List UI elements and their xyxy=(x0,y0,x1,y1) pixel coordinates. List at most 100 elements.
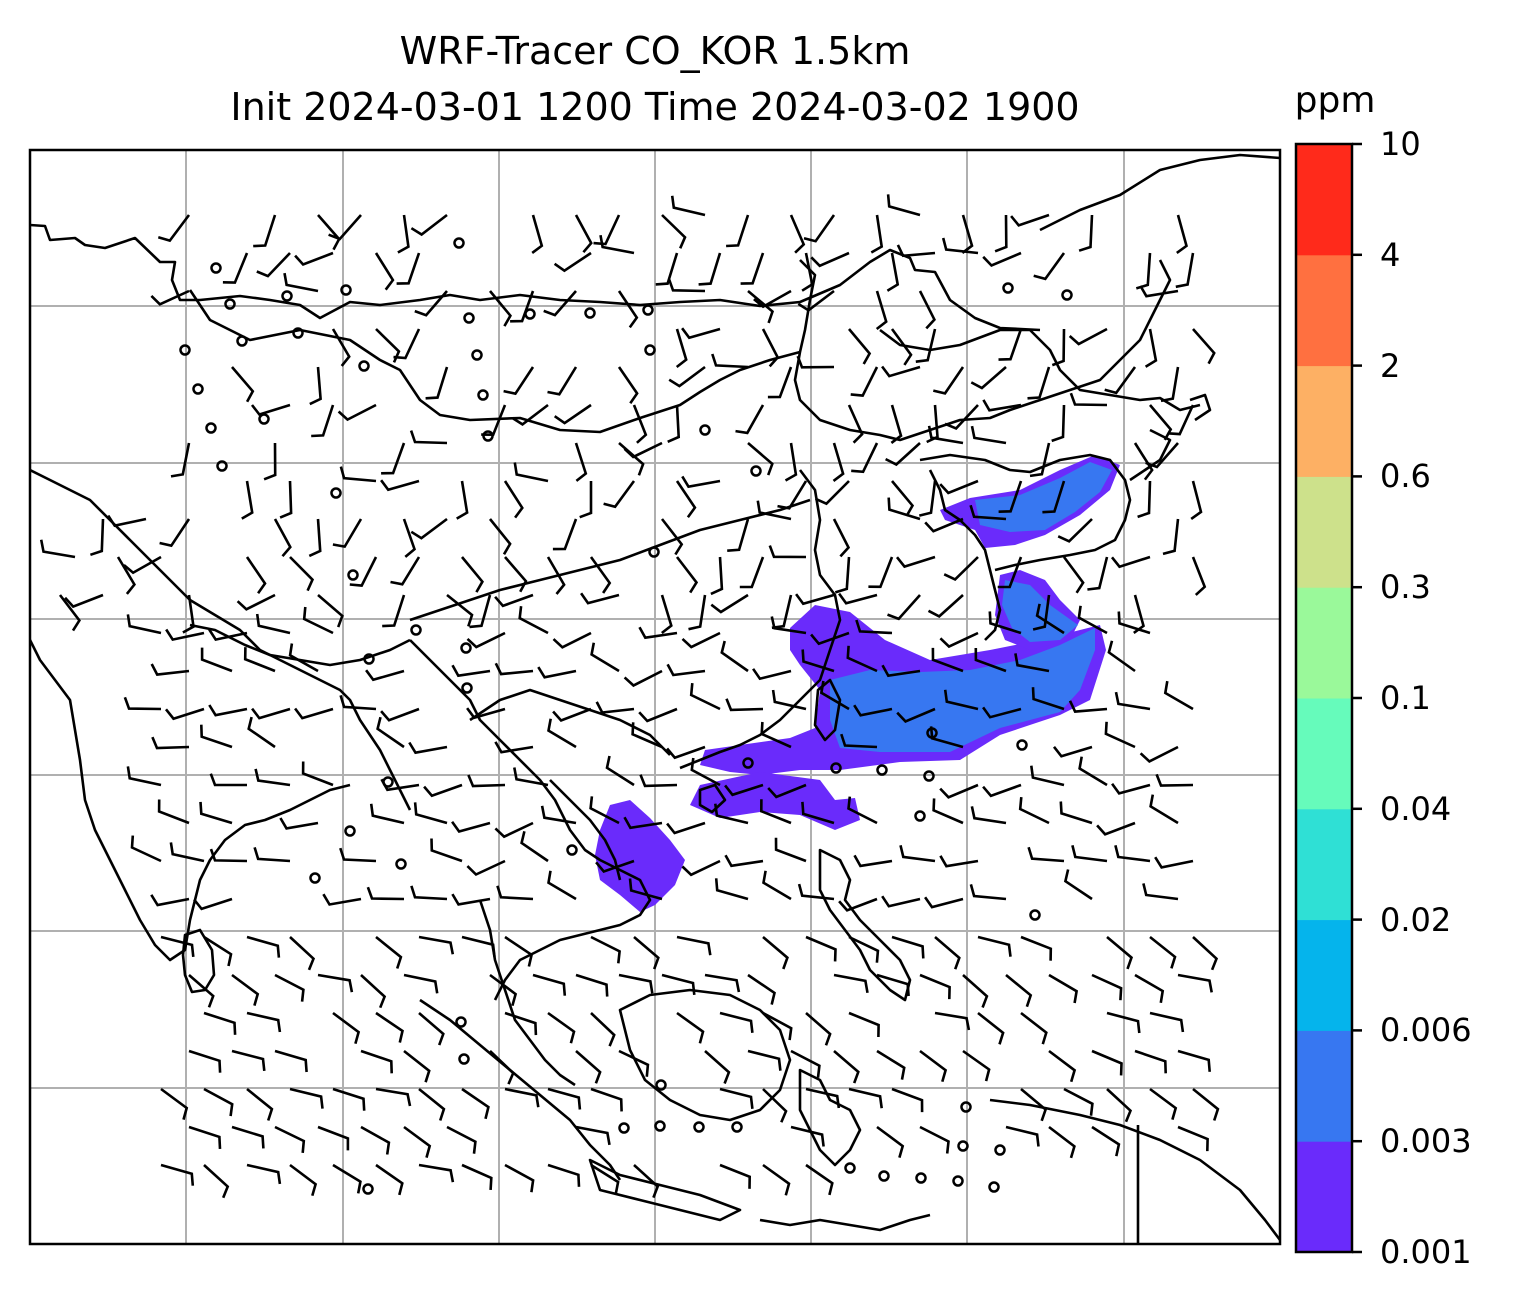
wind-barb xyxy=(1068,700,1108,713)
wind-barb xyxy=(1063,1087,1094,1116)
wind-barb xyxy=(623,669,663,688)
wind-barb xyxy=(762,1163,791,1196)
wind-barb xyxy=(150,894,190,907)
border-se-asia xyxy=(469,688,671,756)
wind-barb xyxy=(332,1011,361,1045)
wind-barb xyxy=(188,1125,222,1149)
map-title-line-2: Init 2024-03-01 1200 Time 2024-03-02 190… xyxy=(230,85,1080,129)
calm-wind-circle xyxy=(471,349,483,361)
wind-barb xyxy=(747,442,774,476)
wind-barb xyxy=(425,366,449,400)
wind-barb xyxy=(331,328,351,367)
wind-barb xyxy=(969,884,1007,901)
calm-wind-circle xyxy=(648,546,660,558)
wind-barb xyxy=(575,973,609,997)
wind-barb xyxy=(1018,796,1050,825)
calm-wind-circle xyxy=(463,312,475,324)
wind-barb xyxy=(1114,691,1151,711)
wind-barb xyxy=(461,1087,490,1120)
wind-barb xyxy=(639,774,678,788)
wind-barb xyxy=(203,935,233,967)
wind-barb xyxy=(160,935,195,958)
wind-barb xyxy=(552,518,578,551)
wind-barb xyxy=(241,480,254,520)
wind-barb xyxy=(231,1049,266,1072)
wind-barb xyxy=(932,366,965,395)
wind-barb xyxy=(719,1011,754,1033)
wind-barb xyxy=(160,1163,195,1186)
calm-wind-circle xyxy=(395,858,407,870)
wind-barb xyxy=(494,821,534,839)
map-panel xyxy=(28,148,1282,1246)
wind-barb xyxy=(970,806,1007,825)
wind-barb xyxy=(531,214,544,254)
wind-barb xyxy=(1134,1049,1167,1074)
calm-wind-circle xyxy=(281,290,293,302)
wind-barb xyxy=(676,935,712,956)
wind-barb xyxy=(714,878,749,901)
wind-barb xyxy=(595,701,635,714)
wind-barb xyxy=(308,518,322,558)
border-china-inland xyxy=(409,498,811,622)
calm-wind-circle xyxy=(876,764,888,776)
wind-barb xyxy=(456,480,469,520)
wind-barb xyxy=(714,803,749,825)
wind-barb xyxy=(1139,285,1179,298)
wind-barb xyxy=(819,680,850,711)
calm-wind-circle xyxy=(309,872,321,884)
wind-barb xyxy=(760,721,792,749)
colorbar-bin xyxy=(1296,144,1352,256)
wind-barb xyxy=(797,883,835,901)
wind-barb xyxy=(193,897,233,911)
wind-barb xyxy=(801,801,835,825)
wind-barb xyxy=(169,842,205,863)
wind-barb xyxy=(231,1125,265,1149)
wind-barb xyxy=(747,973,776,1005)
wind-barb xyxy=(1137,480,1152,519)
wind-barb xyxy=(1091,1049,1123,1076)
wind-barb xyxy=(747,1049,782,1071)
wind-barb xyxy=(1042,480,1066,514)
wind-barb xyxy=(666,745,706,760)
colorbar-tick-label: 0.3 xyxy=(1380,568,1431,607)
wind-barb xyxy=(402,518,417,558)
wind-barb xyxy=(623,816,663,830)
border-laos-vietnam xyxy=(549,779,622,881)
coastline-java xyxy=(588,1158,742,1222)
calm-wind-circle xyxy=(347,569,359,581)
wind-barb xyxy=(289,1087,324,1109)
wind-barb xyxy=(451,664,491,678)
calm-wind-circle xyxy=(1029,909,1041,921)
wind-barb xyxy=(805,935,837,962)
wind-barb xyxy=(762,870,792,901)
wind-barb xyxy=(150,663,190,676)
wind-barb xyxy=(876,1125,905,1158)
tracer-plume-blue xyxy=(1002,580,1078,642)
wind-barb xyxy=(998,480,1023,513)
wind-barb xyxy=(881,365,921,378)
wind-barb xyxy=(593,214,621,246)
wind-barb xyxy=(1020,1088,1048,1122)
wind-barb xyxy=(853,704,893,717)
colorbar-bin xyxy=(1296,254,1352,367)
wind-barb xyxy=(64,593,104,609)
wind-barb xyxy=(503,480,524,519)
wind-barb xyxy=(256,252,291,278)
wind-barb xyxy=(850,366,879,397)
calm-wind-circle xyxy=(742,757,754,769)
wind-barb xyxy=(294,707,334,720)
wind-barb xyxy=(469,594,492,629)
calm-wind-circle xyxy=(224,298,236,310)
wind-barb xyxy=(126,614,162,635)
wind-barb xyxy=(846,645,878,673)
wind-barb xyxy=(222,252,249,284)
wind-barb xyxy=(1114,844,1151,863)
wind-barb xyxy=(1133,442,1154,481)
calm-wind-circle xyxy=(1016,739,1028,751)
wind-barb xyxy=(1059,801,1093,825)
calm-wind-circle xyxy=(205,422,217,434)
wind-barb xyxy=(638,707,678,723)
wind-barb xyxy=(801,252,814,292)
wind-barb xyxy=(988,611,1022,635)
wind-barb xyxy=(1027,366,1051,400)
